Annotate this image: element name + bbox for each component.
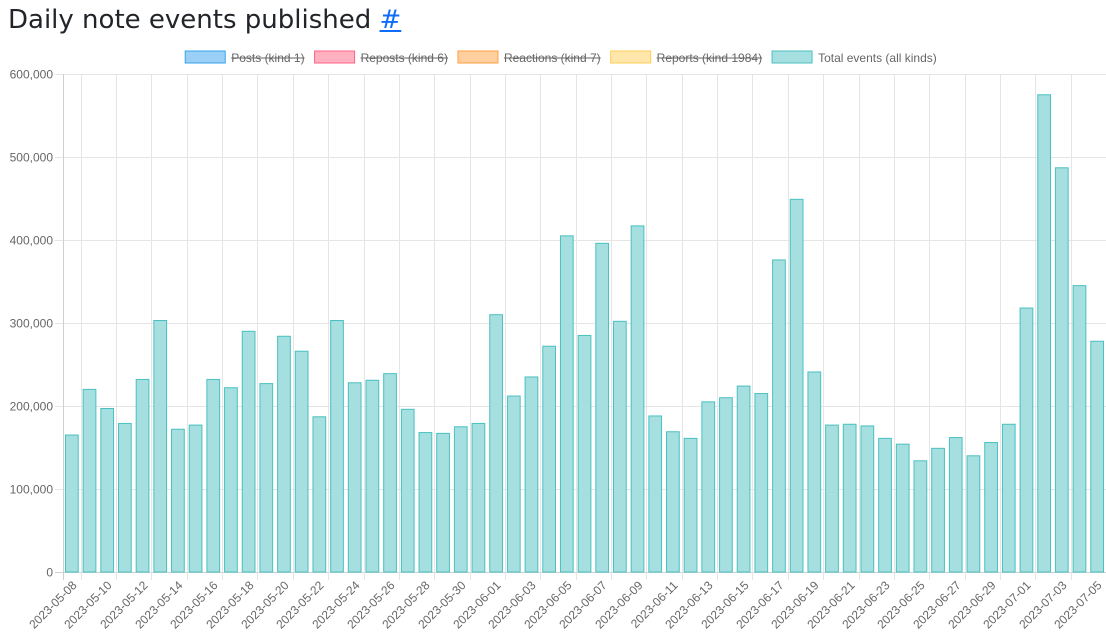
- legend-swatch: [771, 50, 813, 64]
- y-tick-label: 600,000: [10, 68, 54, 82]
- chart-bars: [64, 94, 1105, 573]
- bar[interactable]: [259, 383, 274, 573]
- bar[interactable]: [506, 395, 521, 573]
- bar[interactable]: [931, 447, 945, 573]
- bar[interactable]: [966, 455, 981, 573]
- bar[interactable]: [241, 330, 256, 573]
- legend-item[interactable]: Posts (kind 1): [184, 50, 305, 65]
- bar[interactable]: [524, 376, 539, 573]
- bar[interactable]: [206, 378, 221, 573]
- bar[interactable]: [772, 259, 786, 573]
- bar[interactable]: [330, 320, 344, 573]
- bar[interactable]: [1001, 423, 1016, 573]
- bar[interactable]: [683, 437, 698, 573]
- bar[interactable]: [153, 320, 168, 573]
- legend-swatch: [457, 50, 499, 64]
- bar-chart: Posts (kind 1) Reposts (kind 6) Reactions …: [10, 50, 1106, 632]
- y-axis: 0 100,000 200,000 300,000 400,000 500,000 600,…: [10, 68, 54, 580]
- anchor-link[interactable]: #: [379, 5, 402, 35]
- bar[interactable]: [365, 379, 380, 573]
- bar[interactable]: [878, 437, 892, 573]
- y-tick-label: 300,000: [10, 317, 54, 331]
- bar[interactable]: [984, 442, 998, 573]
- y-tick-label: 400,000: [10, 234, 54, 248]
- bar[interactable]: [860, 425, 875, 573]
- bar[interactable]: [1019, 307, 1034, 573]
- page-title-text: Daily note events published: [8, 5, 372, 35]
- bar[interactable]: [418, 432, 433, 573]
- legend-item[interactable]: Reactions (kind 7): [457, 50, 601, 65]
- bar[interactable]: [630, 225, 645, 573]
- bar[interactable]: [171, 428, 185, 573]
- bar[interactable]: [294, 350, 309, 573]
- y-tick-label: 0: [46, 566, 53, 580]
- legend-swatch: [314, 50, 356, 64]
- bar[interactable]: [489, 314, 503, 573]
- bar[interactable]: [807, 371, 822, 573]
- bar[interactable]: [648, 415, 663, 573]
- bar[interactable]: [842, 423, 857, 573]
- y-tick-label: 100,000: [10, 483, 54, 497]
- bar[interactable]: [100, 407, 115, 573]
- bar[interactable]: [277, 335, 291, 573]
- bar[interactable]: [559, 235, 574, 573]
- bar[interactable]: [453, 426, 468, 573]
- bar[interactable]: [719, 397, 733, 573]
- bar[interactable]: [224, 387, 238, 573]
- x-axis: 2023-05-082023-05-102023-05-122023-05-14…: [26, 578, 1105, 632]
- legend-item[interactable]: Reposts (kind 6): [314, 50, 448, 65]
- bar[interactable]: [948, 437, 963, 573]
- bar[interactable]: [82, 388, 97, 573]
- legend-swatch: [184, 50, 226, 64]
- page-title: Daily note events published #: [8, 2, 401, 38]
- bar[interactable]: [1072, 285, 1087, 573]
- bar[interactable]: [436, 432, 450, 573]
- bar[interactable]: [1037, 94, 1051, 573]
- chart-legend: Posts (kind 1) Reposts (kind 6) Reactions …: [184, 50, 937, 65]
- bar[interactable]: [701, 401, 716, 573]
- bar[interactable]: [1090, 340, 1105, 573]
- bar[interactable]: [736, 385, 751, 573]
- bar[interactable]: [347, 382, 362, 573]
- bar[interactable]: [118, 422, 132, 573]
- bar[interactable]: [471, 422, 486, 573]
- y-tick-label: 200,000: [10, 400, 54, 414]
- bar[interactable]: [542, 345, 557, 573]
- y-tick-label: 500,000: [10, 151, 54, 165]
- bar[interactable]: [312, 416, 327, 573]
- bar[interactable]: [612, 320, 627, 573]
- legend-label: Total events (all kinds): [818, 51, 937, 65]
- bar[interactable]: [383, 373, 397, 573]
- bar[interactable]: [64, 434, 79, 573]
- bar[interactable]: [400, 408, 415, 573]
- bar[interactable]: [135, 378, 150, 573]
- bar[interactable]: [825, 424, 839, 573]
- legend-item[interactable]: Reports (kind 1984): [610, 50, 763, 65]
- bar[interactable]: [913, 460, 928, 573]
- bar[interactable]: [789, 198, 804, 573]
- bar[interactable]: [595, 242, 610, 573]
- bar[interactable]: [666, 431, 680, 573]
- bar[interactable]: [895, 443, 910, 573]
- legend-swatch: [610, 50, 652, 64]
- bar[interactable]: [1054, 167, 1069, 573]
- bar[interactable]: [577, 334, 592, 573]
- bar[interactable]: [754, 393, 769, 573]
- legend-item[interactable]: Total events (all kinds): [771, 50, 937, 65]
- bar[interactable]: [188, 424, 203, 573]
